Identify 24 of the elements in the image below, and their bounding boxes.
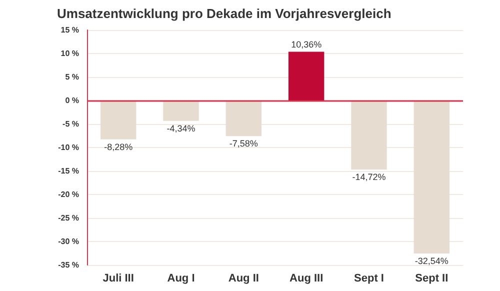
y-tick-label: 15 % xyxy=(60,26,79,34)
data-label: -4,34% xyxy=(166,123,196,134)
y-tick-label: -20 % xyxy=(58,190,79,199)
x-tick-label: Aug II xyxy=(228,272,259,284)
y-tick-label: -30 % xyxy=(58,237,79,246)
y-tick-label: -5 % xyxy=(62,120,79,128)
y-tick-label: 10 % xyxy=(60,49,79,58)
chart-title: Umsatzentwicklung pro Dekade im Vorjahresvergleich xyxy=(57,6,392,21)
x-tick-label: Sept I xyxy=(354,272,384,284)
x-tick-label: Aug III xyxy=(290,272,324,284)
y-tick-label: 5 % xyxy=(65,72,79,82)
data-label: 10,36% xyxy=(291,39,322,50)
data-label: -32,54% xyxy=(414,256,448,266)
y-tick-label: -25 % xyxy=(58,214,79,222)
y-tick-label: -15 % xyxy=(58,166,79,176)
data-label: -14,72% xyxy=(352,172,386,182)
data-label: -7,58% xyxy=(229,138,258,149)
x-tick-label: Aug I xyxy=(167,272,195,284)
y-tick-label: 0 % xyxy=(65,96,79,105)
data-label: -8,28% xyxy=(104,142,133,152)
y-tick-label: -10 % xyxy=(58,143,79,152)
x-tick-label: Juli III xyxy=(102,272,134,284)
y-tick-label: -35 % xyxy=(58,260,79,270)
x-tick-label: Sept II xyxy=(415,272,448,284)
